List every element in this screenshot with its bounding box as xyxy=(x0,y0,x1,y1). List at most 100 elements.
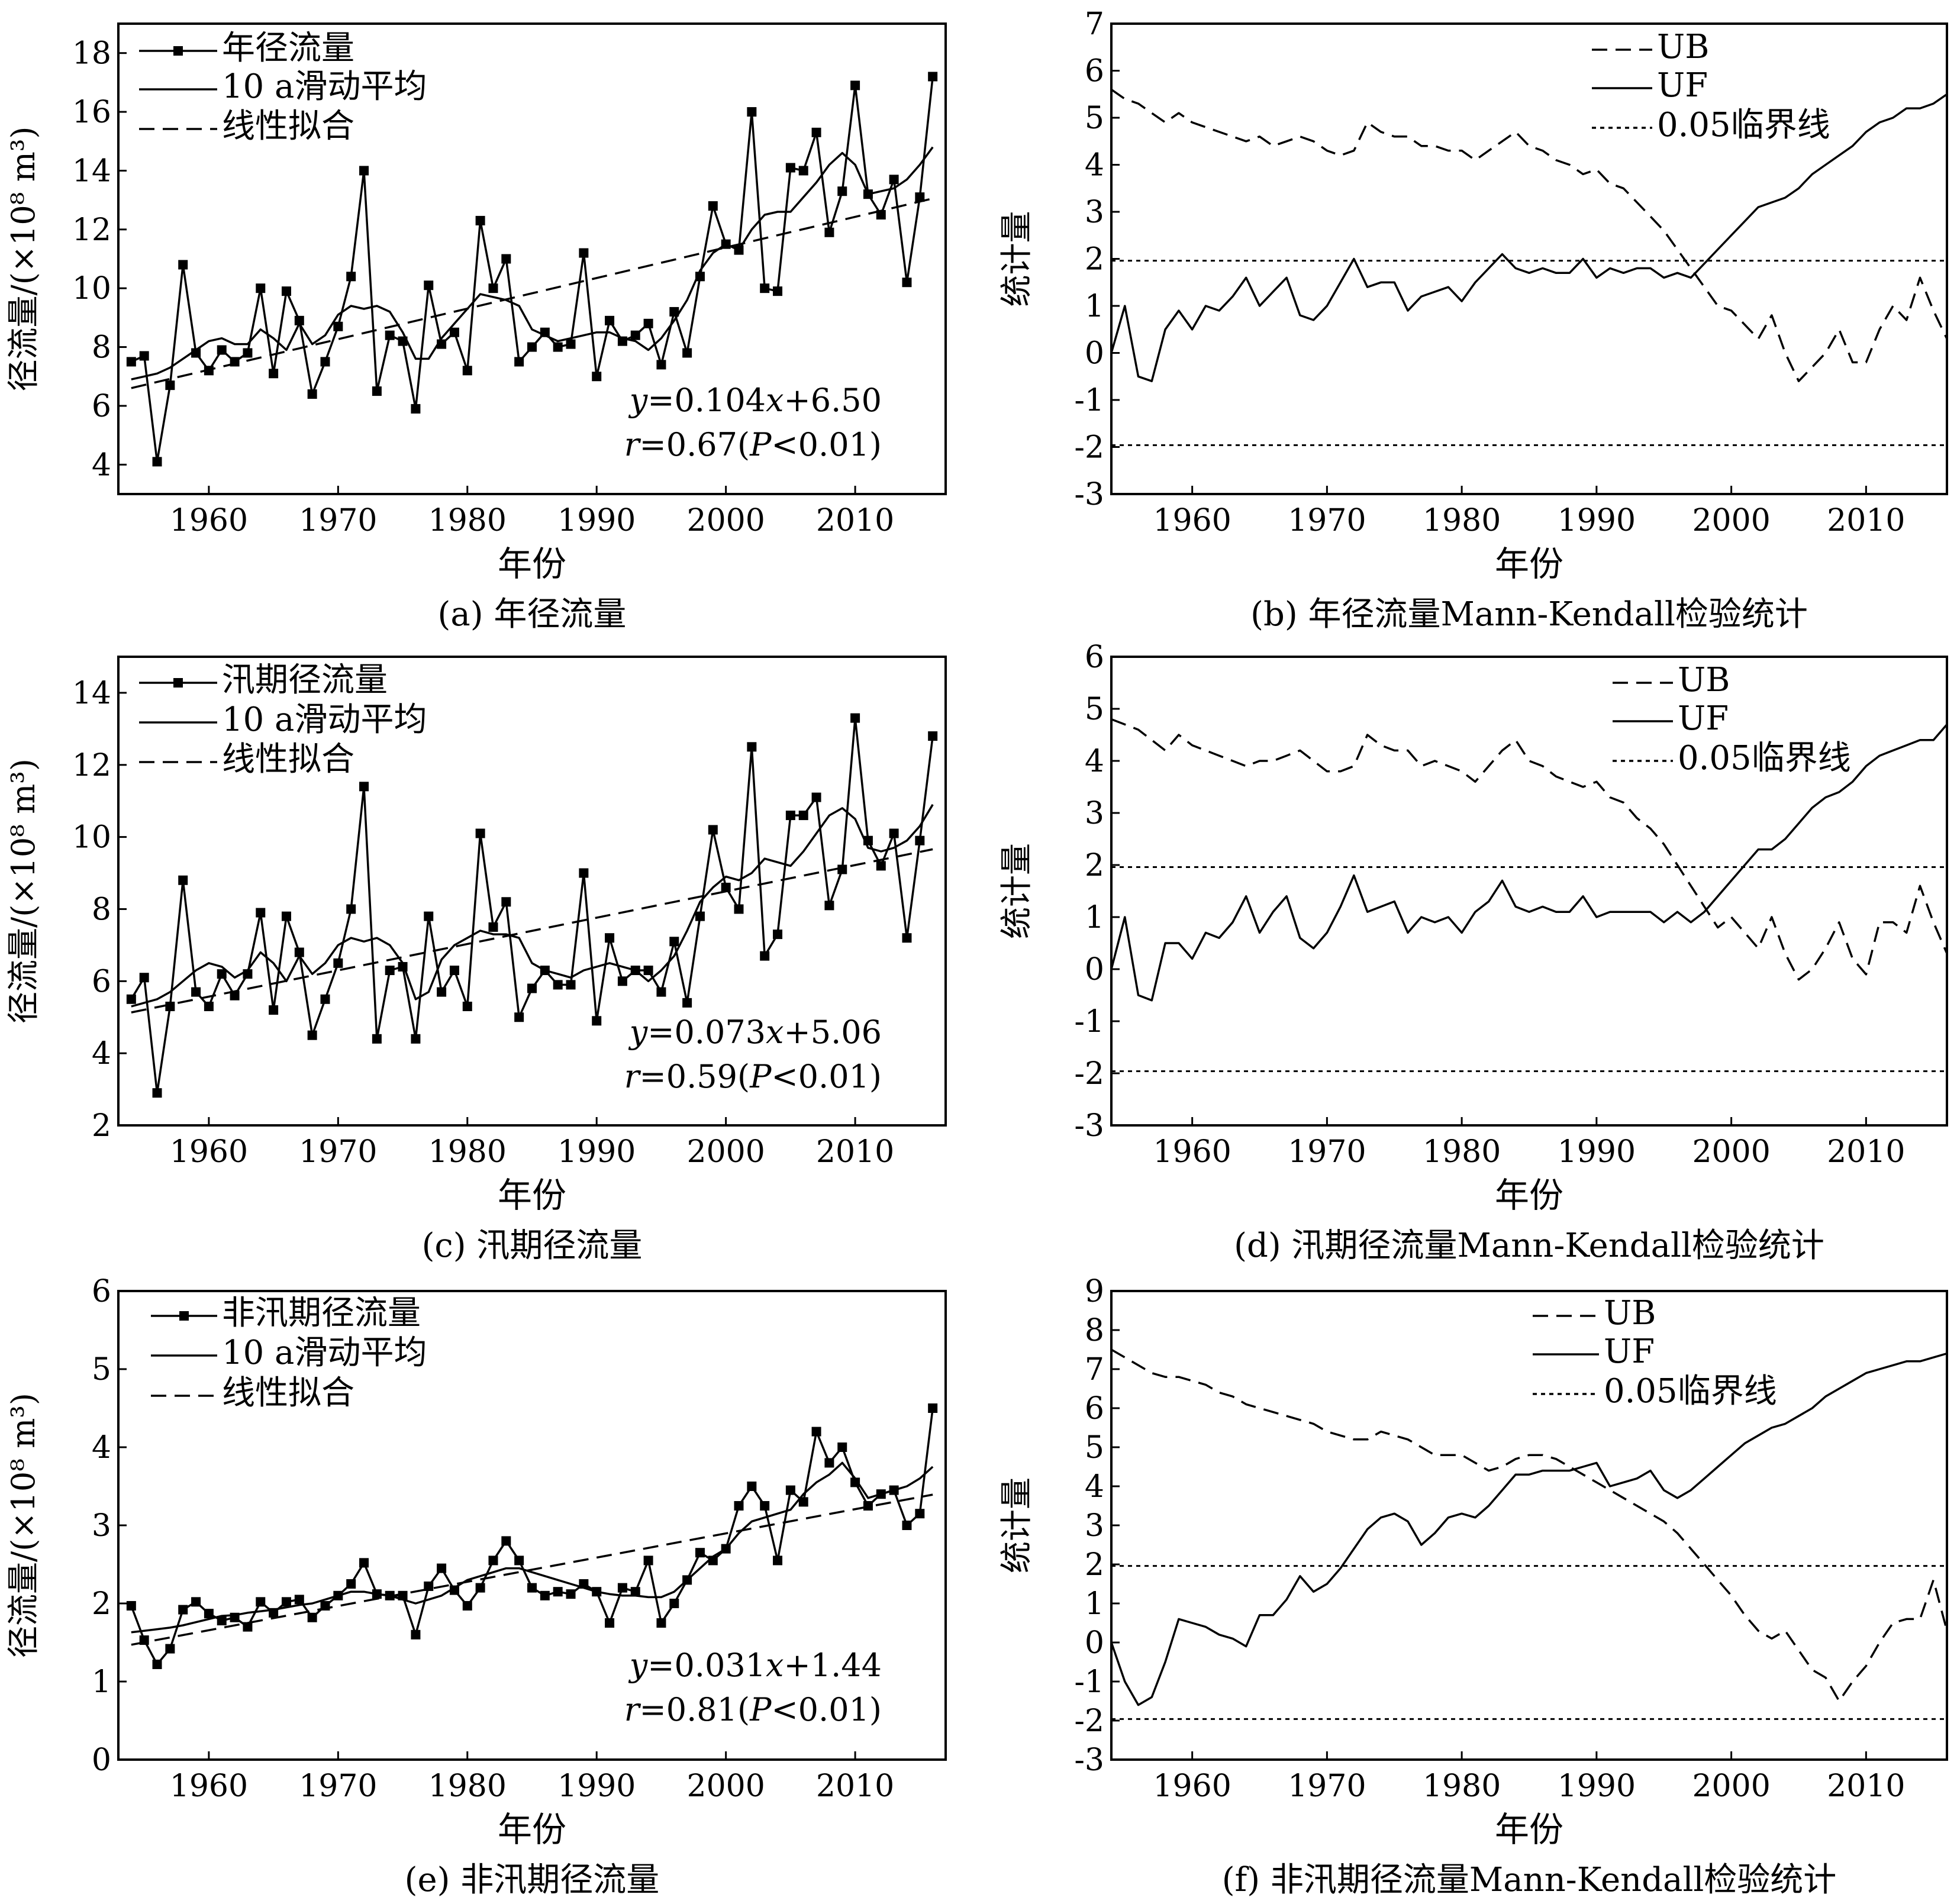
data-point xyxy=(734,1501,744,1511)
data-point xyxy=(798,166,808,176)
x-tick-label: 1960 xyxy=(1153,503,1231,538)
annotation-var: x xyxy=(766,1647,784,1684)
y-tick-label: 6 xyxy=(92,389,111,424)
y-axis-label: 统计量 xyxy=(998,1477,1035,1573)
y-tick-label: 1 xyxy=(1085,1586,1104,1622)
y-tick-label: 4 xyxy=(92,447,111,483)
data-point xyxy=(760,283,770,293)
data-point xyxy=(837,864,847,874)
data-point xyxy=(824,1458,834,1468)
data-point xyxy=(747,107,757,117)
y-axis-label: 径流量/(×10⁸ m³) xyxy=(5,759,42,1024)
y-tick-label: 0 xyxy=(1085,952,1104,988)
annotation-num: =0.59( xyxy=(640,1058,750,1095)
annotation-var: x xyxy=(766,1014,784,1051)
legend-label: 10 a滑动平均 xyxy=(222,701,427,739)
data-point xyxy=(437,1563,447,1573)
y-tick-label: 6 xyxy=(92,964,111,999)
x-tick-label: 1980 xyxy=(1423,503,1501,538)
data-point xyxy=(294,947,304,957)
y-tick-label: 2 xyxy=(92,1108,111,1144)
data-point xyxy=(747,742,757,752)
data-point xyxy=(656,1618,666,1628)
data-point xyxy=(217,969,227,979)
data-point xyxy=(126,1600,136,1611)
y-tick-label: 5 xyxy=(1085,101,1104,136)
data-point xyxy=(475,828,485,838)
data-point xyxy=(152,457,162,467)
annotation-num: +5.06 xyxy=(784,1014,882,1051)
y-tick-label: 3 xyxy=(1085,195,1104,230)
x-axis-label: 年份 xyxy=(1495,1809,1563,1850)
annotation-num: =0.104 xyxy=(647,382,766,419)
y-tick-label: 7 xyxy=(1085,7,1104,42)
annotation-var: r xyxy=(624,426,641,463)
y-tick-label: 2 xyxy=(1085,1547,1104,1583)
y-tick-label: 1 xyxy=(92,1664,111,1700)
annotation-var: r xyxy=(624,1691,641,1728)
annotation-num: +6.50 xyxy=(784,382,882,419)
y-tick-label: 3 xyxy=(1085,796,1104,831)
data-point xyxy=(256,908,266,918)
data-point xyxy=(837,1442,847,1452)
y-tick-label: -1 xyxy=(1074,1004,1104,1040)
y-tick-label: 2 xyxy=(1085,848,1104,883)
y-tick-label: 14 xyxy=(72,153,111,189)
y-tick-label: 0 xyxy=(1085,336,1104,372)
chart-caption: (d) 汛期径流量Mann-Kendall检验统计 xyxy=(1234,1227,1824,1265)
y-tick-label: 16 xyxy=(72,95,111,130)
data-point xyxy=(915,192,925,202)
x-tick-label: 1980 xyxy=(428,1769,507,1804)
data-point xyxy=(811,127,821,137)
data-point xyxy=(798,1497,808,1507)
data-point xyxy=(863,1501,873,1511)
data-point xyxy=(333,321,343,331)
data-point xyxy=(837,186,847,196)
plot-frame xyxy=(1110,22,1948,495)
data-point xyxy=(359,1558,369,1568)
series-line xyxy=(1111,1348,1948,1702)
data-point xyxy=(682,348,692,358)
x-tick-label: 2010 xyxy=(1827,1134,1905,1170)
x-tick-label: 1980 xyxy=(1423,1134,1501,1170)
y-tick-label: 2 xyxy=(1085,242,1104,277)
y-axis-label: 径流量/(×10⁸ m³) xyxy=(5,127,42,392)
legend-label: 10 a滑动平均 xyxy=(222,1334,427,1372)
data-point xyxy=(656,987,666,997)
y-tick-label: 12 xyxy=(72,748,111,783)
x-tick-label: 2000 xyxy=(686,503,765,538)
data-point xyxy=(424,1581,434,1591)
y-tick-label: -1 xyxy=(1074,383,1104,418)
data-point xyxy=(217,345,227,355)
data-point xyxy=(191,1597,201,1607)
data-point xyxy=(165,1644,175,1654)
x-tick-label: 1960 xyxy=(170,1769,248,1804)
y-tick-label: 3 xyxy=(92,1508,111,1544)
data-point xyxy=(643,966,653,976)
data-point xyxy=(269,1005,279,1015)
data-point xyxy=(385,966,395,976)
data-point xyxy=(346,904,356,914)
legend-label: 汛期径流量 xyxy=(222,661,388,699)
data-point xyxy=(902,1521,912,1530)
legend-label: UF xyxy=(1678,699,1729,738)
data-point xyxy=(553,342,563,352)
y-tick-label: 6 xyxy=(92,1274,111,1309)
trend-line xyxy=(131,848,933,1014)
y-tick-label: 0 xyxy=(1085,1625,1104,1661)
data-point xyxy=(850,713,860,723)
annotation-num: <0.01) xyxy=(771,1691,882,1728)
chart-caption: (e) 非汛期径流量 xyxy=(405,1861,660,1899)
y-tick-label: 6 xyxy=(1085,1391,1104,1427)
y-tick-label: 10 xyxy=(72,820,111,856)
data-point xyxy=(230,990,240,1001)
data-point xyxy=(320,357,330,367)
plot-frame xyxy=(1110,656,1948,1127)
data-point xyxy=(902,933,912,943)
data-point xyxy=(139,351,149,361)
data-point xyxy=(424,911,434,921)
series-line xyxy=(1110,1352,1948,1706)
data-point xyxy=(178,875,188,885)
x-tick-label: 1960 xyxy=(170,1134,248,1170)
